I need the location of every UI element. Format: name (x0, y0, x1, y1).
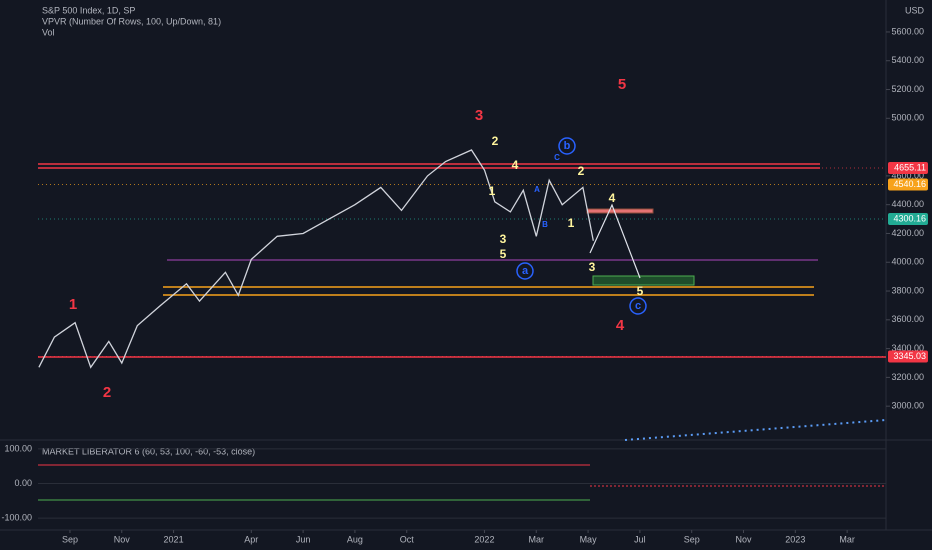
wave-label: 3 (475, 107, 483, 124)
wave-circle (558, 137, 576, 155)
y-tick-label: 3000.00 (891, 401, 924, 411)
wave-label: 2 (578, 164, 585, 178)
level-label: 4300.16 (893, 213, 926, 223)
volume-label: Vol (42, 27, 55, 37)
projection-path (589, 203, 641, 279)
wave-label: 5 (637, 284, 644, 298)
y-tick-label: 3600.00 (891, 314, 924, 324)
wave-label: A (534, 185, 540, 194)
x-tick-label: Aug (347, 534, 363, 544)
currency: USD (905, 5, 925, 15)
y-tick-label: 4400.00 (891, 199, 924, 209)
level-tag (888, 213, 928, 226)
wave-label: 2 (492, 134, 499, 148)
indicator-tick-label: 100.00 (4, 443, 32, 453)
x-tick-label: Nov (736, 534, 753, 544)
wave-label: 5 (500, 247, 507, 261)
target-box (592, 275, 695, 286)
x-tick-label: Mar (839, 534, 855, 544)
x-tick-label: 2023 (785, 534, 805, 544)
level-label: 4540.16 (893, 179, 926, 189)
y-tick-label: 5600.00 (891, 26, 924, 36)
subtitle: VPVR (Number Of Rows, 100, Up/Down, 81) (42, 16, 221, 26)
chart-title: S&P 500 Index, 1D, SP (42, 5, 135, 15)
y-tick-label: 3800.00 (891, 285, 924, 295)
indicator-tick-label: -100.00 (1, 512, 32, 522)
wave-label: 1 (568, 216, 575, 230)
x-tick-label: Sep (62, 534, 78, 544)
wave-circle (629, 297, 647, 315)
y-tick-label: 4200.00 (891, 228, 924, 238)
price-line (38, 149, 594, 369)
x-tick-label: Jul (634, 534, 646, 544)
level-label: 3345.03 (893, 351, 926, 361)
wave-label: 2 (103, 384, 111, 401)
indicator-tick-label: 0.00 (14, 478, 32, 488)
wave-label: 3 (589, 260, 596, 274)
x-tick-label: 2021 (164, 534, 184, 544)
x-tick-label: Sep (684, 534, 700, 544)
wave-label: B (542, 220, 548, 229)
wave-label: 3 (500, 232, 507, 246)
x-tick-label: Mar (529, 534, 545, 544)
wave-circle (516, 262, 534, 280)
x-tick-label: Apr (244, 534, 258, 544)
y-tick-label: 5000.00 (891, 113, 924, 123)
wave-label: b (564, 140, 571, 152)
indicator-title: MARKET LIBERATOR 6 (60, 53, 100, -60, -5… (42, 446, 255, 456)
wave-label: a (522, 265, 529, 277)
y-tick-label: 4000.00 (891, 257, 924, 267)
y-tick-label: 3200.00 (891, 372, 924, 382)
wave-label: 4 (512, 158, 519, 172)
level-tag (888, 350, 928, 363)
wave-label: C (554, 153, 560, 162)
wave-label: 4 (609, 191, 616, 205)
wave-label: 1 (69, 296, 77, 313)
trend-dots (624, 419, 887, 441)
resistance-box (586, 208, 654, 214)
wave-label: c (635, 300, 641, 312)
level-label: 4655.11 (894, 162, 926, 172)
y-tick-label: 5400.00 (891, 55, 924, 65)
x-tick-label: Jun (296, 534, 311, 544)
x-tick-label: Oct (400, 534, 415, 544)
wave-label: 5 (618, 76, 626, 93)
y-tick-label: 5200.00 (891, 84, 924, 94)
level-tag (888, 161, 928, 174)
level-tag (888, 178, 928, 191)
x-tick-label: Nov (114, 534, 131, 544)
x-tick-label: 2022 (474, 534, 494, 544)
x-tick-label: May (580, 534, 598, 544)
y-tick-label: 3400.00 (891, 343, 924, 353)
wave-label: 4 (616, 317, 625, 334)
wave-label: 1 (489, 184, 496, 198)
y-tick-label: 4600.00 (891, 170, 924, 180)
